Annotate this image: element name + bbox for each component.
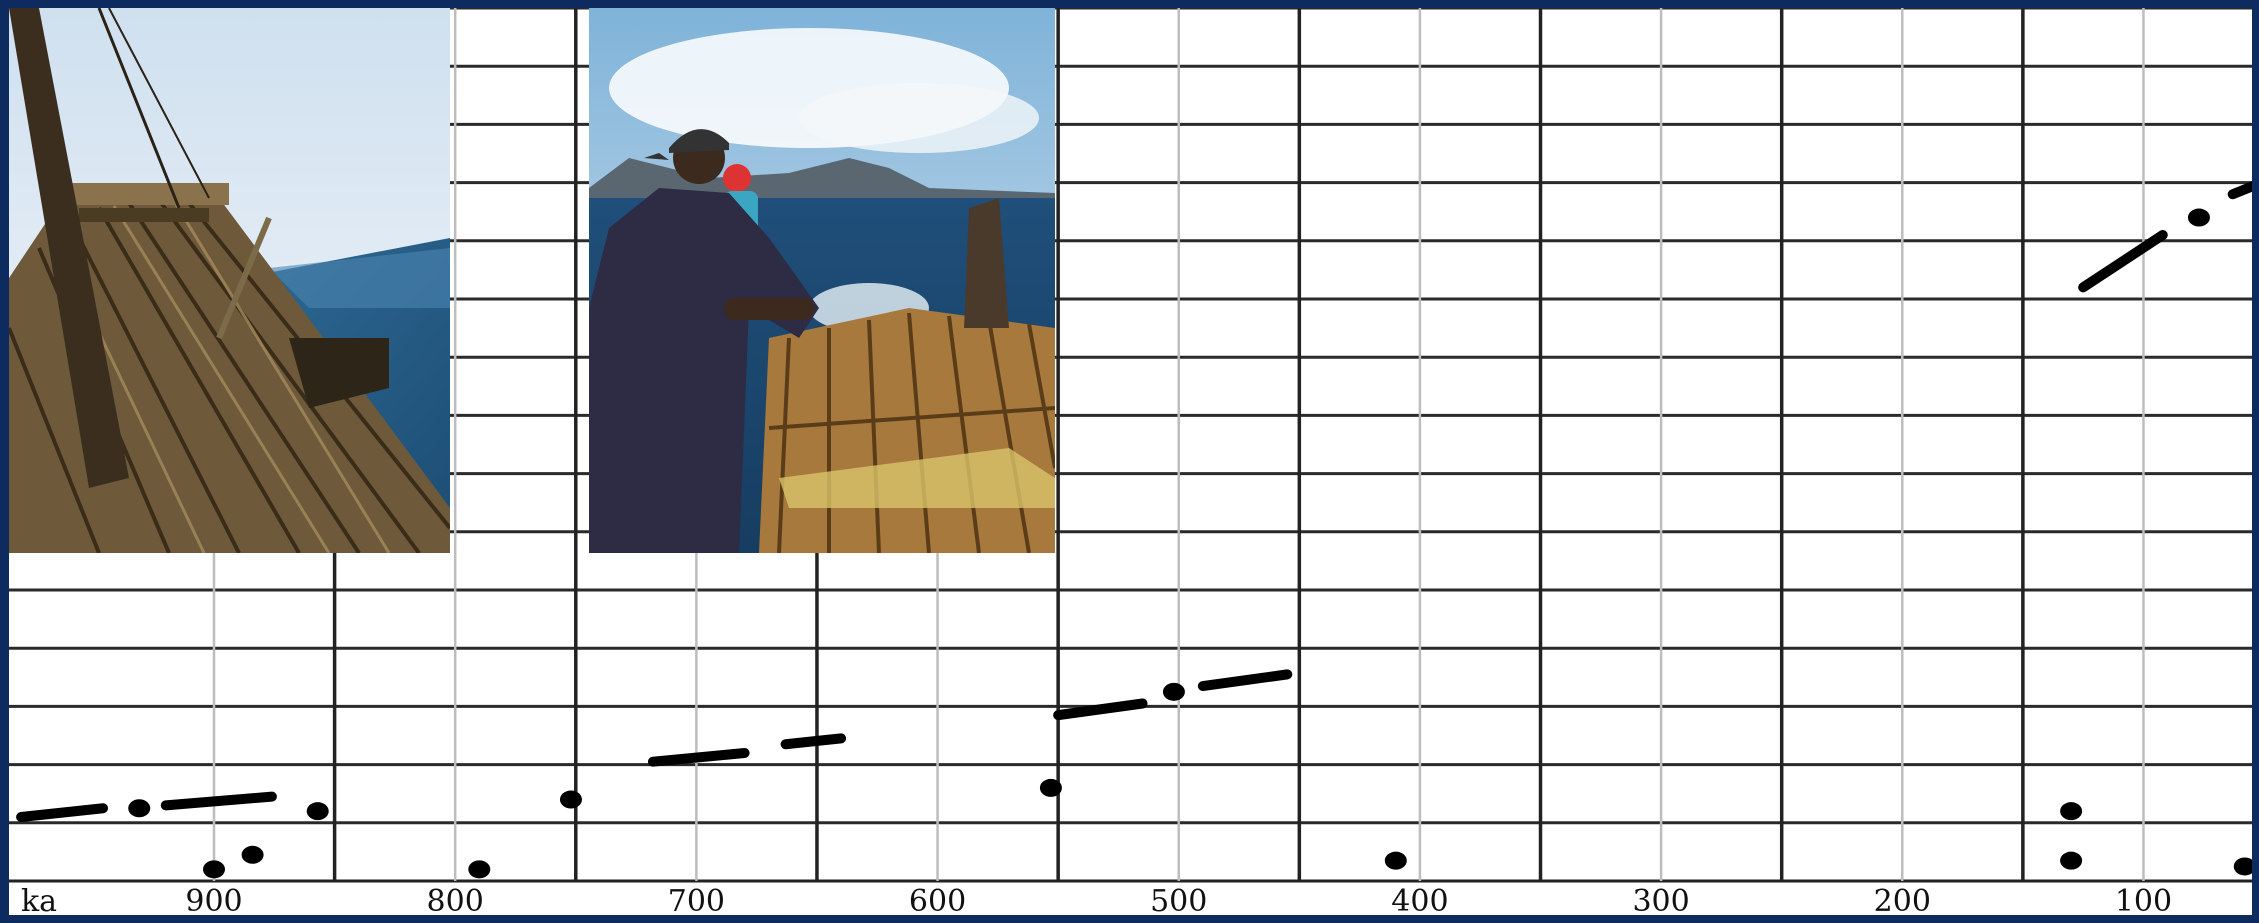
data-point <box>1384 851 1407 870</box>
data-segment <box>780 733 847 750</box>
data-segment <box>647 747 750 767</box>
x-tick-label: 700 <box>668 884 725 915</box>
x-tick-label: 300 <box>1632 884 1689 915</box>
x-tick-label: 200 <box>1874 884 1931 915</box>
data-point <box>468 860 491 879</box>
x-tick-label: 900 <box>185 884 242 915</box>
data-point <box>2060 802 2083 821</box>
data-segment <box>16 803 109 822</box>
data-segment <box>2227 181 2252 200</box>
x-tick-label: 100 <box>2115 884 2172 915</box>
x-tick-label: 500 <box>1150 884 1207 915</box>
data-segment <box>1197 669 1293 692</box>
raft-photo-left <box>9 8 450 553</box>
data-segment <box>160 791 277 811</box>
data-point <box>203 860 226 879</box>
data-segment <box>1053 698 1148 721</box>
data-point <box>2187 208 2210 227</box>
data-point <box>241 845 264 864</box>
x-tick-label: 800 <box>427 884 484 915</box>
data-segment <box>2078 229 2168 293</box>
data-point <box>128 799 151 818</box>
data-point <box>2233 857 2252 876</box>
data-point <box>559 790 582 809</box>
x-axis-unit-label: ka <box>21 884 57 915</box>
x-tick-label: 600 <box>909 884 966 915</box>
raft-photo-right <box>589 8 1055 553</box>
data-point <box>1162 682 1185 701</box>
x-tick-label: 400 <box>1391 884 1448 915</box>
data-point <box>1039 778 1062 797</box>
data-point <box>2060 851 2083 870</box>
data-point <box>306 802 329 821</box>
